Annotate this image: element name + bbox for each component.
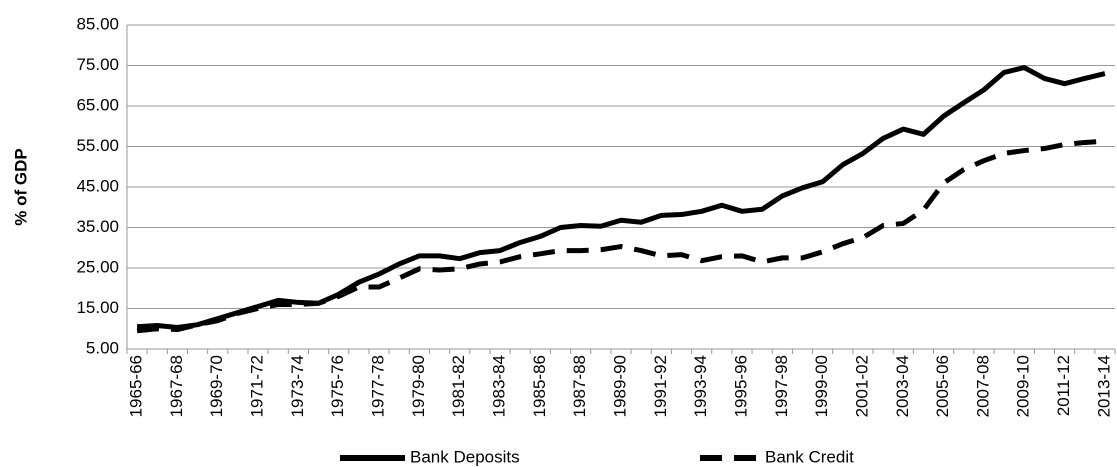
x-tick-label: 2001-02 (852, 355, 871, 417)
y-tick-label: 55.00 (76, 136, 119, 155)
y-tick-label: 15.00 (76, 298, 119, 317)
y-tick-label: 65.00 (76, 95, 119, 114)
x-tick-label: 1971-72 (248, 355, 267, 417)
x-tick-label: 1973-74 (288, 355, 307, 417)
x-tick-label: 1985-86 (530, 355, 549, 417)
x-tick-label: 1993-94 (691, 355, 710, 417)
legend-label: Bank Credit (765, 447, 854, 466)
x-tick-label: 2013-14 (1094, 355, 1113, 417)
x-tick-label: 1981-82 (449, 355, 468, 417)
y-axis-label: % of GDP (11, 148, 30, 225)
x-tick-label: 1999-00 (812, 355, 831, 417)
x-tick-label: 1979-80 (409, 355, 428, 417)
line-series (136, 65, 1106, 331)
y-tick-label: 45.00 (76, 176, 119, 195)
x-tick-label: 2007-08 (973, 355, 992, 417)
y-tick-label: 5.00 (86, 338, 119, 357)
y-tick-label: 85.00 (76, 14, 119, 33)
line-series (136, 138, 1106, 334)
x-tick-label: 1995-96 (731, 355, 750, 417)
y-tick-label: 25.00 (76, 257, 119, 276)
x-tick-label: 2011-12 (1054, 355, 1073, 416)
x-tick-label: 1983-84 (490, 355, 509, 417)
legend-label: Bank Deposits (410, 447, 520, 466)
x-tick-label: 1991-92 (651, 355, 670, 417)
x-tick-label: 1977-78 (369, 355, 388, 417)
x-tick-label: 1997-98 (772, 355, 791, 417)
y-tick-label: 35.00 (76, 217, 119, 236)
x-tick-label: 1969-70 (207, 355, 226, 417)
x-tick-label: 1987-88 (570, 355, 589, 417)
x-tick-label: 1965-66 (127, 355, 146, 417)
x-tick-label: 2003-04 (893, 355, 912, 417)
x-tick-label: 1975-76 (328, 355, 347, 417)
x-tick-label: 2009-10 (1014, 355, 1033, 417)
x-tick-label: 1989-90 (610, 355, 629, 417)
x-tick-label: 1967-68 (167, 355, 186, 417)
x-tick-label: 2005-06 (933, 355, 952, 417)
y-tick-label: 75.00 (76, 55, 119, 74)
